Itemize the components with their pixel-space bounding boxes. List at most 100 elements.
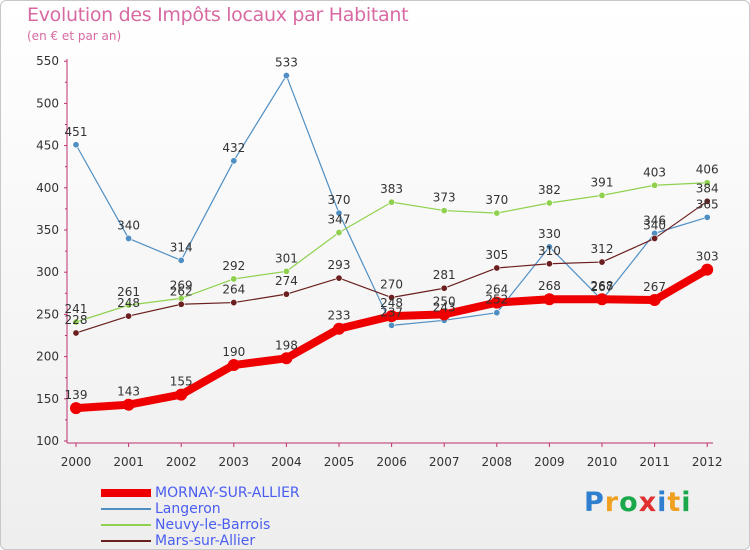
data-label: 305	[485, 248, 508, 262]
data-point	[598, 191, 606, 199]
data-point	[651, 181, 659, 189]
data-label: 403	[643, 165, 666, 179]
data-label: 301	[275, 251, 298, 265]
x-tick-label: 2002	[166, 455, 197, 469]
series-mars-sur-allier	[72, 197, 711, 337]
data-point	[177, 256, 185, 264]
data-label: 262	[170, 284, 193, 298]
data-label: 451	[65, 125, 88, 139]
data-label: 155	[170, 375, 193, 389]
data-point	[335, 274, 343, 282]
data-label: 241	[65, 302, 88, 316]
series-neuvy-le-barrois	[72, 179, 711, 326]
data-label: 365	[696, 197, 719, 211]
data-point	[70, 402, 82, 415]
legend-swatch	[101, 508, 151, 510]
logo-letter: i	[657, 487, 668, 518]
data-label: 406	[696, 163, 719, 177]
data-point	[227, 359, 240, 372]
data-label: 346	[643, 213, 666, 227]
data-label: 264	[485, 283, 508, 297]
data-point	[385, 310, 398, 323]
data-label: 330	[538, 227, 561, 241]
data-point	[438, 308, 451, 321]
data-point	[440, 207, 448, 215]
data-point	[280, 352, 293, 365]
y-tick-label: 300	[36, 265, 59, 279]
data-label: 252	[485, 293, 508, 307]
y-tick-label: 550	[36, 54, 59, 68]
data-point	[72, 329, 80, 337]
data-label: 340	[117, 218, 140, 232]
data-point	[72, 318, 80, 326]
data-point	[335, 229, 343, 237]
x-tick-label: 2006	[376, 455, 407, 469]
legend-swatch	[101, 524, 151, 526]
x-tick-label: 2010	[587, 455, 618, 469]
data-point	[230, 157, 238, 165]
data-label: 373	[433, 191, 456, 205]
chart-axes: 100 150 200 250 300 350 400 450 500 550 2000 2001 20…	[36, 54, 722, 469]
data-point	[122, 398, 135, 411]
chart-title: Evolution des Impôts locaux par Habitant	[27, 4, 409, 26]
data-label: 292	[222, 259, 245, 273]
data-label: 267	[591, 280, 614, 294]
data-point	[545, 243, 553, 251]
y-tick-label: 450	[36, 139, 59, 153]
data-label: 274	[275, 274, 298, 288]
data-point	[388, 294, 396, 302]
data-label: 248	[117, 296, 140, 310]
data-label: 269	[170, 278, 193, 292]
logo-letter: t	[667, 487, 682, 518]
logo-letter: o	[619, 487, 639, 518]
data-point	[703, 179, 711, 187]
x-tick-label: 2000	[61, 455, 92, 469]
data-point	[72, 141, 80, 149]
data-point	[703, 213, 711, 221]
logo-letter: P	[584, 487, 605, 518]
data-point	[701, 263, 714, 276]
data-label: 312	[591, 242, 614, 256]
proxiti-logo: Proxiti	[584, 487, 692, 518]
legend-swatch	[101, 540, 151, 542]
y-tick-label: 100	[36, 434, 59, 448]
data-label: 382	[538, 183, 561, 197]
data-point	[125, 312, 133, 320]
x-tick-label: 2005	[324, 455, 355, 469]
data-point	[596, 293, 608, 306]
data-point	[125, 234, 133, 242]
data-label: 233	[328, 309, 351, 323]
data-label: 281	[433, 268, 456, 282]
data-point	[651, 234, 659, 242]
data-point	[493, 264, 501, 272]
data-label: 347	[328, 213, 351, 227]
data-label: 139	[65, 388, 88, 402]
x-tick-label: 2004	[271, 455, 302, 469]
y-tick-label: 400	[36, 181, 59, 195]
data-point	[545, 260, 553, 268]
data-label: 370	[485, 193, 508, 207]
data-label: 250	[433, 294, 456, 308]
y-tick-label: 200	[36, 350, 59, 364]
data-point	[543, 293, 556, 306]
data-label: 248	[380, 296, 403, 310]
data-label: 264	[222, 283, 245, 297]
data-label: 432	[222, 141, 245, 155]
data-label: 268	[591, 279, 614, 293]
data-label: 270	[380, 278, 403, 292]
data-label: 190	[222, 345, 245, 359]
y-tick-label: 250	[36, 307, 59, 321]
data-point	[282, 290, 290, 298]
data-point	[493, 309, 501, 317]
data-label: 340	[643, 218, 666, 232]
data-point	[598, 258, 606, 266]
data-point	[490, 296, 503, 309]
y-tick-label: 150	[36, 392, 59, 406]
data-point	[388, 198, 396, 206]
data-point	[282, 72, 290, 80]
y-tick-label: 500	[36, 96, 59, 110]
x-tick-label: 2003	[219, 455, 250, 469]
y-tick-label: 350	[36, 223, 59, 237]
